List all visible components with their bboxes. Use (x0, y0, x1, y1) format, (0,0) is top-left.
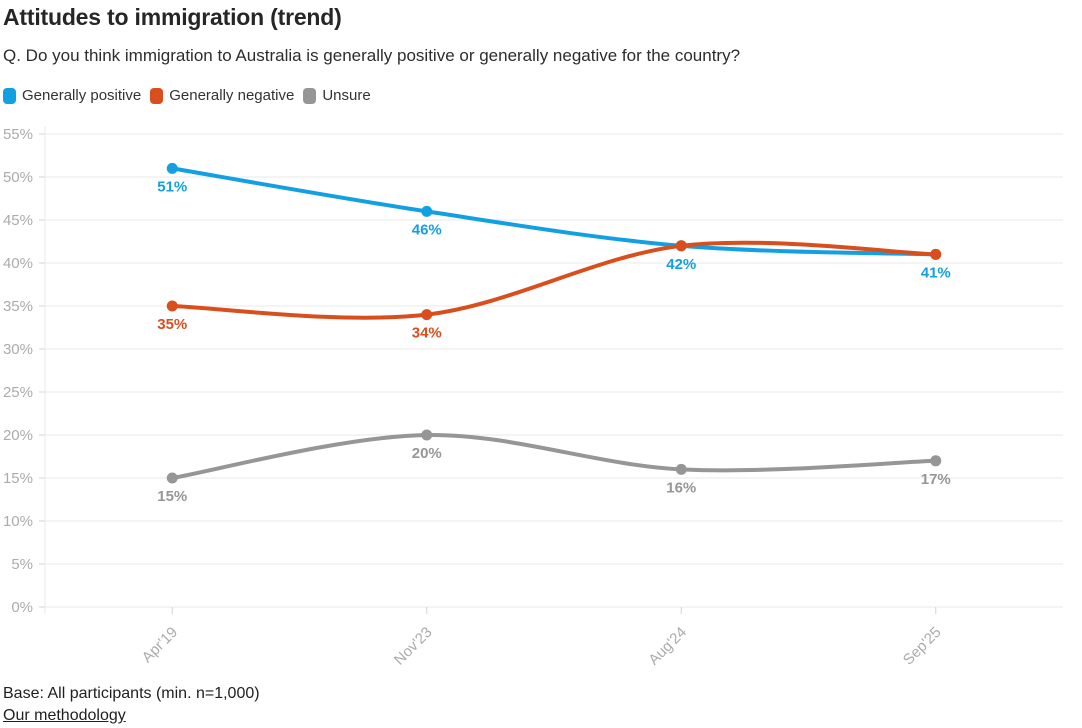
y-axis-label: 25% (3, 384, 33, 401)
data-point-label: 17% (921, 471, 951, 488)
y-axis-label: 5% (11, 556, 33, 573)
data-point (421, 429, 433, 441)
series-2 (166, 429, 942, 484)
y-axis-label: 35% (3, 298, 33, 315)
y-axis-label: 55% (3, 126, 33, 143)
methodology-link[interactable]: Our methodology (3, 707, 126, 724)
legend-swatch-icon (3, 87, 16, 104)
legend-item-label: Unsure (322, 87, 371, 104)
x-axis-label: Aug'24 (645, 624, 690, 669)
data-labels: 51% 46% 42% 41% 35% 34% 15% 20% 16% 17% (157, 178, 951, 505)
data-point (421, 309, 433, 321)
y-axis-label: 0% (11, 599, 33, 616)
x-axis-label: Sep'25 (900, 624, 945, 669)
legend-item-2: Unsure (303, 87, 371, 104)
data-point-label: 16% (666, 479, 696, 496)
data-point (421, 205, 433, 217)
data-point (930, 248, 942, 260)
data-point (166, 300, 178, 312)
legend-swatch-icon (150, 87, 164, 104)
legend-item-1: Generally negative (150, 87, 294, 104)
data-point-label: 20% (412, 445, 442, 462)
data-point (166, 162, 178, 174)
series-line (170, 166, 938, 257)
gridlines: 0% 5% 10% 15% 20% 25% 30% 35% 40% 45% 50% 55% (3, 126, 1063, 616)
series-line (170, 240, 938, 320)
trend-chart: 0% 5% 10% 15% 20% 25% 30% 35% 40% 45% 50% 55% Apr'19… (3, 126, 1063, 669)
legend-item-label: Generally negative (169, 87, 295, 104)
data-point (675, 463, 687, 475)
data-point-label: 35% (157, 316, 187, 333)
chart-subtitle: Q. Do you think immigration to Australia… (3, 46, 741, 65)
chart-footer: Base: All participants (min. n=1,000) Ou… (3, 683, 260, 727)
data-point-label: 15% (157, 488, 187, 505)
y-axis-label: 30% (3, 341, 33, 358)
legend-item-label: Generally positive (22, 87, 142, 104)
y-axis-label: 45% (3, 212, 33, 229)
base-note: Base: All participants (min. n=1,000) (3, 685, 260, 702)
data-point-label: 41% (921, 264, 951, 281)
data-point-label: 46% (412, 221, 442, 238)
y-axis-label: 15% (3, 470, 33, 487)
data-point-label: 34% (412, 325, 442, 342)
x-axis: Apr'19 Nov'23 Aug'24 Sep'25 (139, 607, 945, 669)
legend-item-0: Generally positive (3, 87, 141, 104)
data-point-label: 51% (157, 178, 187, 195)
y-axis-label: 50% (3, 169, 33, 186)
data-point (166, 472, 178, 484)
legend: Generally positive Generally negative Unsu… (3, 87, 371, 104)
y-axis-label: 10% (3, 513, 33, 530)
series-1 (166, 240, 942, 321)
data-point (930, 455, 942, 467)
series-line (170, 432, 938, 480)
data-point-label: 42% (666, 256, 696, 273)
x-axis-label: Apr'19 (139, 624, 181, 666)
chart-title: Attitudes to immigration (trend) (3, 4, 342, 30)
y-axis-label: 40% (3, 255, 33, 272)
data-point (675, 240, 687, 252)
y-axis-label: 20% (3, 427, 33, 444)
legend-swatch-icon (303, 87, 317, 104)
x-axis-label: Nov'23 (391, 624, 436, 669)
